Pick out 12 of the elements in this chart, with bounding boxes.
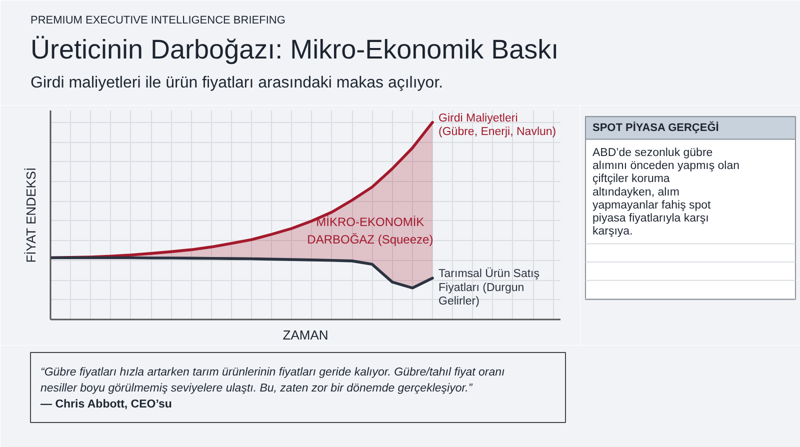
annotation: MİKRO-EKONOMİK DARBOĞAZ (Squeeze) [307,215,434,246]
series-label: Tarımsal Ürün Satış Fiyatları (Durgun Gelirler) [438,267,540,308]
text: ABD’de sezonluk gübre alımını önceden yapmış olan çiftçiler koruma altındayken, alım yapmayanlar fahiş spot piyasa fiyatlarıyla karşı karşıya. [592,147,740,238]
text: “Gübre fiyatları hızla artarken tarım ürünlerinin fiyatları geride kalıyor. Gübre/tahıl fiyat oranı nesiller boyu görülmemiş seviyelere ulaştı. Bu, zaten zor bir dönemde gerçekleşiyor.” [40,366,505,394]
chart-title: Üreticinin Darboğazı: Mikro-Ekonomik Baskı [30,34,559,64]
text: — Chris Abbott, CEO’su [40,398,172,410]
x-axis-title: ZAMAN [282,328,328,342]
text: PREMIUM EXECUTIVE INTELLIGENCE BRIEFING [30,14,286,26]
y-axis-title: FİYAT ENDEKSİ [24,167,38,263]
chart-subtitle: Girdi maliyetleri ile ürün fiyatları arasındaki makas açılıyor. [30,74,444,92]
text: SPOT PİYASA GERÇEĞİ [592,120,719,134]
series-label: Girdi Maliyetleri (Gübre, Enerji, Navlun) [438,112,556,138]
